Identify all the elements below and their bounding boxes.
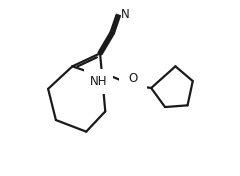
Text: O: O bbox=[128, 71, 138, 84]
Text: NH: NH bbox=[90, 75, 107, 88]
Text: N: N bbox=[121, 8, 130, 21]
